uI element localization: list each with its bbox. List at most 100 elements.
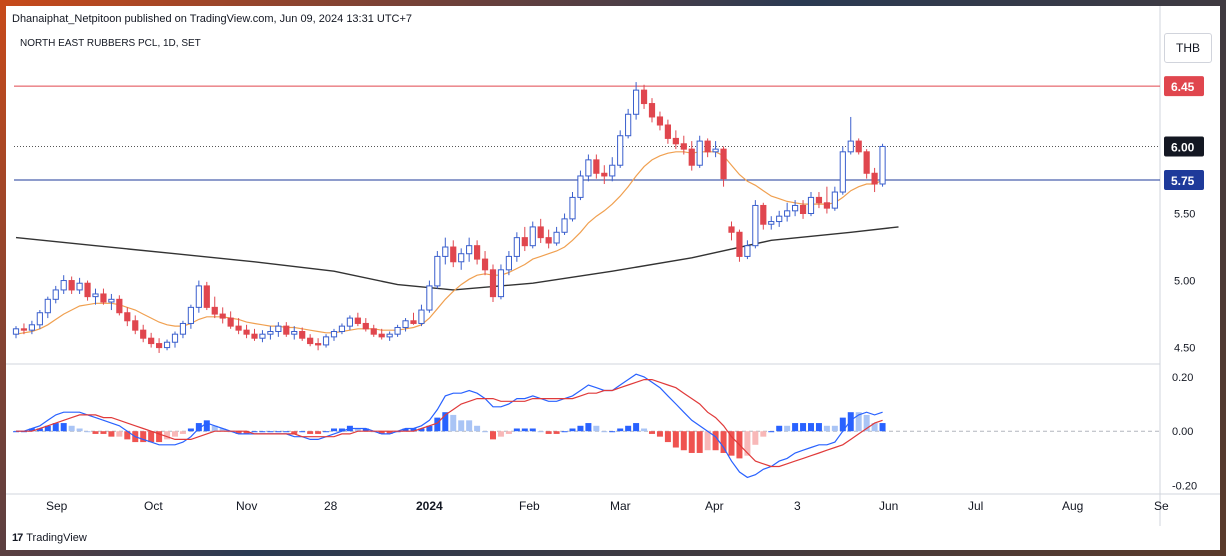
candle-down bbox=[760, 204, 767, 225]
macd-histogram-bar bbox=[426, 425, 433, 432]
macd-histogram-bar bbox=[815, 423, 822, 432]
candle-down bbox=[593, 159, 600, 174]
candle-down bbox=[704, 140, 711, 153]
candle-up bbox=[466, 245, 473, 255]
candle-down bbox=[362, 322, 369, 330]
macd-histogram-bar bbox=[442, 412, 449, 432]
axis-layer: 4.50 5.00 5.50 6.00 0.20 0.00 -0.20 Sep Oct Nov 28… bbox=[46, 76, 1204, 513]
macd-histogram-bar bbox=[275, 431, 282, 433]
candle-up bbox=[291, 331, 298, 335]
candle-down bbox=[823, 202, 830, 209]
candle-up bbox=[879, 145, 886, 185]
candle-down bbox=[283, 325, 290, 335]
macd-histogram-bar bbox=[577, 425, 584, 432]
macd-histogram-bar bbox=[847, 412, 854, 432]
macd-histogram-bar bbox=[561, 431, 568, 433]
candle-down bbox=[521, 237, 528, 247]
macd-histogram-bar bbox=[402, 428, 409, 432]
candle-down bbox=[124, 312, 131, 322]
macd-histogram-bar bbox=[243, 431, 250, 434]
slow-moving-average-line bbox=[15, 226, 899, 291]
candle-down bbox=[299, 331, 306, 339]
candle-up bbox=[752, 204, 759, 247]
macd-histogram-bar bbox=[482, 431, 489, 433]
candle-up bbox=[585, 159, 592, 177]
candle-up bbox=[807, 196, 815, 214]
macd-histogram-bar bbox=[656, 431, 663, 437]
candle-up bbox=[505, 255, 512, 271]
candle-down bbox=[474, 245, 481, 260]
macd-histogram-bar bbox=[505, 431, 512, 434]
macd-histogram-bar bbox=[633, 423, 640, 432]
fast-ema-line bbox=[15, 151, 883, 335]
macd-histogram-bar bbox=[410, 428, 417, 432]
time-tick-label: Sep bbox=[46, 499, 68, 513]
candle-down bbox=[354, 317, 361, 324]
candle-up bbox=[52, 289, 59, 300]
tradingview-footer[interactable]: 17 TradingView bbox=[12, 532, 87, 544]
macd-histogram-bar bbox=[235, 431, 242, 434]
candle-down bbox=[251, 333, 258, 339]
macd-histogram-bar bbox=[259, 431, 266, 433]
macd-histogram-bar bbox=[792, 423, 799, 432]
candle-up bbox=[330, 331, 338, 338]
candle-down bbox=[656, 116, 664, 126]
chart-frame: 4.50 5.00 5.50 6.00 0.20 0.00 -0.20 Sep Oct Nov 28… bbox=[6, 6, 1220, 550]
macd-histogram-bar bbox=[601, 431, 608, 433]
time-tick-label: Mar bbox=[610, 499, 631, 513]
macd-histogram-bar bbox=[211, 425, 218, 432]
candle-down bbox=[863, 151, 870, 174]
macd-histogram-bar bbox=[323, 431, 330, 433]
candle-up bbox=[386, 333, 393, 338]
candle-up bbox=[275, 325, 282, 332]
macd-histogram-bar bbox=[362, 428, 369, 432]
macd-histogram-bar bbox=[776, 425, 783, 432]
horizontal-lines-layer bbox=[14, 85, 1160, 181]
candle-up bbox=[784, 210, 791, 217]
support-price-label: 5.75 bbox=[1171, 174, 1195, 188]
macd-histogram-bar bbox=[664, 431, 671, 443]
candle-down bbox=[20, 328, 28, 331]
macd-histogram-bar bbox=[744, 431, 751, 456]
macd-histogram-bar bbox=[617, 428, 624, 432]
candle-up bbox=[187, 306, 195, 324]
macd-histogram-bar bbox=[164, 431, 171, 440]
macd-histogram-bar bbox=[307, 431, 314, 434]
macd-histogram-bar bbox=[338, 428, 345, 432]
macd-histogram-bar bbox=[100, 431, 107, 434]
macd-histogram-bar bbox=[831, 425, 838, 432]
time-tick-label: Jun bbox=[879, 499, 898, 513]
candle-up bbox=[92, 293, 99, 298]
candle-down bbox=[203, 285, 210, 308]
candle-down bbox=[664, 124, 671, 139]
candle-down bbox=[156, 343, 163, 349]
macd-histogram-bar bbox=[680, 431, 687, 451]
macd-histogram-bar bbox=[808, 423, 814, 432]
macd-histogram-bar bbox=[251, 431, 258, 433]
candle-down bbox=[871, 172, 878, 185]
price-tick-label: 5.00 bbox=[1174, 276, 1195, 288]
candle-up bbox=[529, 226, 536, 247]
currency-button[interactable]: THB bbox=[1164, 33, 1212, 63]
support-price-badge bbox=[1164, 169, 1204, 190]
macd-histogram-bar bbox=[521, 428, 528, 432]
macd-histogram-bar bbox=[68, 425, 75, 432]
time-tick-label: 2024 bbox=[416, 499, 443, 513]
last-price-badge bbox=[1164, 136, 1204, 157]
candle-up bbox=[402, 320, 409, 328]
chart-canvas[interactable]: 4.50 5.00 5.50 6.00 0.20 0.00 -0.20 Sep Oct Nov 28… bbox=[6, 6, 1220, 526]
last-price-label: 6.00 bbox=[1171, 140, 1195, 154]
macd-histogram-bar bbox=[728, 431, 735, 456]
candle-down bbox=[855, 140, 862, 153]
candle-down bbox=[537, 226, 544, 239]
macd-line bbox=[16, 373, 883, 479]
candles-layer bbox=[12, 82, 886, 353]
macd-histogram-bar bbox=[283, 431, 290, 433]
macd-histogram-bar bbox=[855, 412, 862, 432]
macd-histogram-bar bbox=[696, 431, 703, 453]
candle-down bbox=[140, 329, 147, 339]
macd-histogram-bar bbox=[116, 431, 123, 437]
candle-up bbox=[418, 309, 425, 324]
macd-histogram-bar bbox=[331, 428, 337, 432]
publisher-line: Dhanaiphat_Netpitoon published on Tradin… bbox=[12, 13, 413, 25]
